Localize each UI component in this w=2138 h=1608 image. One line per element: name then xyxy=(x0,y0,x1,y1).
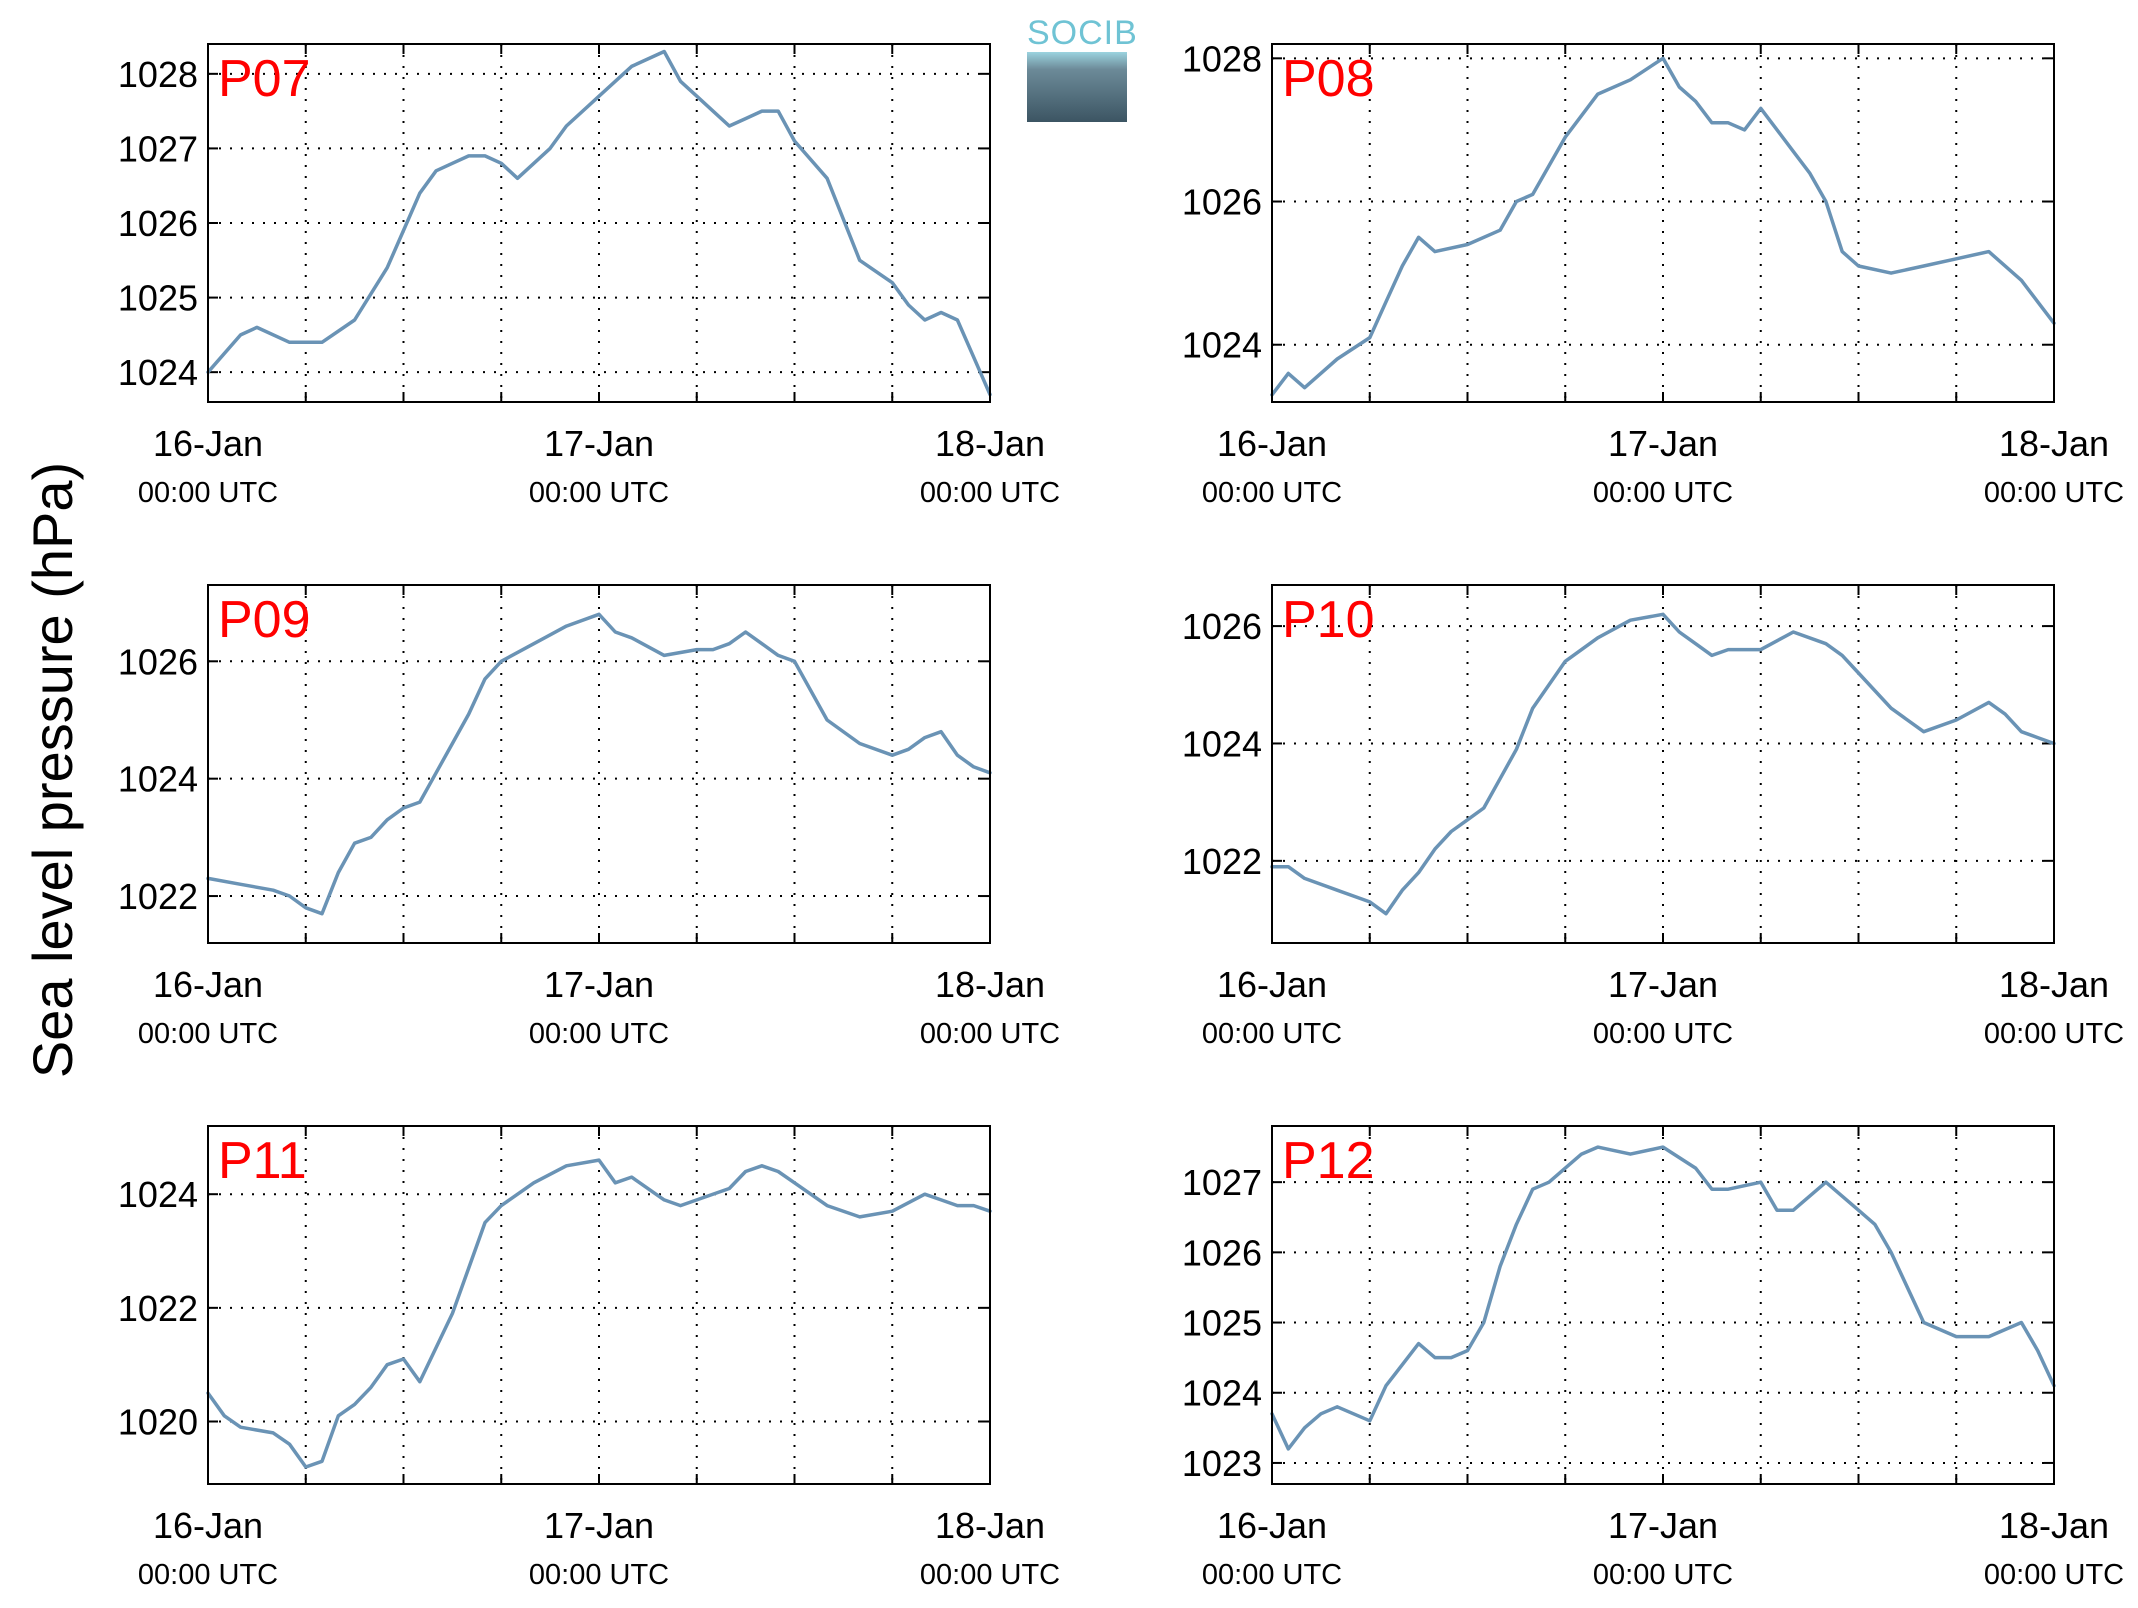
x-tick-sublabel: 00:00 UTC xyxy=(138,1559,278,1591)
y-tick-label: 1022 xyxy=(1182,841,1262,882)
x-tick-label: 16-Jan xyxy=(153,964,263,1005)
x-tick-sublabel: 00:00 UTC xyxy=(1984,477,2124,509)
x-tick-sublabel: 00:00 UTC xyxy=(1593,1559,1733,1591)
x-tick-label: 18-Jan xyxy=(935,964,1045,1005)
axes-box xyxy=(207,584,991,944)
y-tick-label: 1027 xyxy=(118,128,198,169)
x-tick-label: 18-Jan xyxy=(1999,423,2109,464)
x-tick-sublabel: 00:00 UTC xyxy=(138,1018,278,1050)
axes-box xyxy=(207,43,991,403)
y-tick-label: 1024 xyxy=(1182,723,1262,764)
x-tick-sublabel: 00:00 UTC xyxy=(920,477,1060,509)
axes-box xyxy=(1271,1125,2055,1485)
panel-label: P08 xyxy=(1282,50,1375,108)
panel-label: P10 xyxy=(1282,591,1375,649)
y-tick-label: 1027 xyxy=(1182,1162,1262,1203)
x-tick-label: 16-Jan xyxy=(153,423,263,464)
panel-p09: 1022 1024 1026 16-Jan 00:00 UTC 17-Jan 00:00 U… xyxy=(118,584,1060,1050)
logo-text: SOCIB xyxy=(1027,14,1138,52)
y-tick-label: 1024 xyxy=(1182,325,1262,366)
x-tick-sublabel: 00:00 UTC xyxy=(529,477,669,509)
x-tick-sublabel: 00:00 UTC xyxy=(1593,1018,1733,1050)
y-tick-label: 1024 xyxy=(118,759,198,800)
y-tick-label: 1026 xyxy=(1182,606,1262,647)
y-tick-label: 1024 xyxy=(118,352,198,393)
panel-label: P07 xyxy=(218,50,311,108)
panel-label: P11 xyxy=(218,1132,307,1190)
x-tick-sublabel: 00:00 UTC xyxy=(529,1018,669,1050)
x-tick-label: 17-Jan xyxy=(1608,1505,1718,1546)
x-tick-label: 18-Jan xyxy=(1999,1505,2109,1546)
x-tick-label: 18-Jan xyxy=(935,423,1045,464)
y-tick-label: 1024 xyxy=(1182,1373,1262,1414)
panel-p10: 1022 1024 1026 16-Jan 00:00 UTC 17-Jan 00:00 U… xyxy=(1182,584,2124,1050)
x-tick-label: 17-Jan xyxy=(1608,423,1718,464)
x-tick-sublabel: 00:00 UTC xyxy=(920,1559,1060,1591)
y-tick-label: 1026 xyxy=(118,641,198,682)
series-line xyxy=(1270,612,2056,916)
series-line xyxy=(206,1158,992,1469)
x-tick-label: 17-Jan xyxy=(544,423,654,464)
x-tick-label: 16-Jan xyxy=(153,1505,263,1546)
y-tick-label: 1020 xyxy=(118,1401,198,1442)
panel-p12: 1023 1024 1025 1026 1027 16-Jan 00:00 UTC 17-Ja… xyxy=(1182,1125,2124,1591)
y-tick-label: 1022 xyxy=(118,876,198,917)
y-tick-label: 1025 xyxy=(118,278,198,319)
x-tick-label: 18-Jan xyxy=(935,1505,1045,1546)
x-tick-label: 17-Jan xyxy=(544,1505,654,1546)
x-tick-sublabel: 00:00 UTC xyxy=(138,477,278,509)
panels: 1024 1025 1026 1027 1028 16-Jan 00:00 UTC 17-Ja… xyxy=(118,38,2124,1591)
series-line xyxy=(206,49,992,397)
panel-label: P09 xyxy=(218,591,311,649)
socib-logo: SOCIB xyxy=(1027,14,1138,122)
axes-box xyxy=(207,1125,991,1485)
y-tick-label: 1028 xyxy=(1182,38,1262,79)
y-tick-label: 1026 xyxy=(118,203,198,244)
y-tick-label: 1026 xyxy=(1182,182,1262,223)
y-axis-label: Sea level pressure (hPa) xyxy=(21,462,84,1078)
y-tick-label: 1025 xyxy=(1182,1303,1262,1344)
logo-graphic xyxy=(1027,52,1127,122)
x-tick-sublabel: 00:00 UTC xyxy=(920,1018,1060,1050)
series-line xyxy=(1270,56,2056,397)
x-tick-label: 17-Jan xyxy=(1608,964,1718,1005)
x-tick-sublabel: 00:00 UTC xyxy=(1202,477,1342,509)
axes-box xyxy=(1271,43,2055,403)
y-tick-label: 1026 xyxy=(1182,1232,1262,1273)
panel-p08: 1024 1026 1028 16-Jan 00:00 UTC 17-Jan 00:00 U… xyxy=(1182,38,2124,509)
x-tick-sublabel: 00:00 UTC xyxy=(529,1559,669,1591)
x-tick-sublabel: 00:00 UTC xyxy=(1984,1559,2124,1591)
panel-p07: 1024 1025 1026 1027 1028 16-Jan 00:00 UTC 17-Ja… xyxy=(118,43,1060,509)
axes-box xyxy=(1271,584,2055,944)
panel-label: P12 xyxy=(1282,1132,1375,1190)
x-tick-sublabel: 00:00 UTC xyxy=(1593,477,1733,509)
x-tick-sublabel: 00:00 UTC xyxy=(1202,1559,1342,1591)
y-tick-label: 1024 xyxy=(118,1174,198,1215)
y-tick-label: 1022 xyxy=(118,1288,198,1329)
x-tick-label: 16-Jan xyxy=(1217,423,1327,464)
series-line xyxy=(1270,1145,2056,1451)
x-tick-label: 17-Jan xyxy=(544,964,654,1005)
series-line xyxy=(206,612,992,916)
panel-p11: 1020 1022 1024 16-Jan 00:00 UTC 17-Jan 00:00 U… xyxy=(118,1125,1060,1591)
x-tick-label: 16-Jan xyxy=(1217,1505,1327,1546)
x-tick-sublabel: 00:00 UTC xyxy=(1984,1018,2124,1050)
x-tick-sublabel: 00:00 UTC xyxy=(1202,1018,1342,1050)
y-tick-label: 1028 xyxy=(118,54,198,95)
y-tick-label: 1023 xyxy=(1182,1443,1262,1484)
x-tick-label: 16-Jan xyxy=(1217,964,1327,1005)
x-tick-label: 18-Jan xyxy=(1999,964,2109,1005)
